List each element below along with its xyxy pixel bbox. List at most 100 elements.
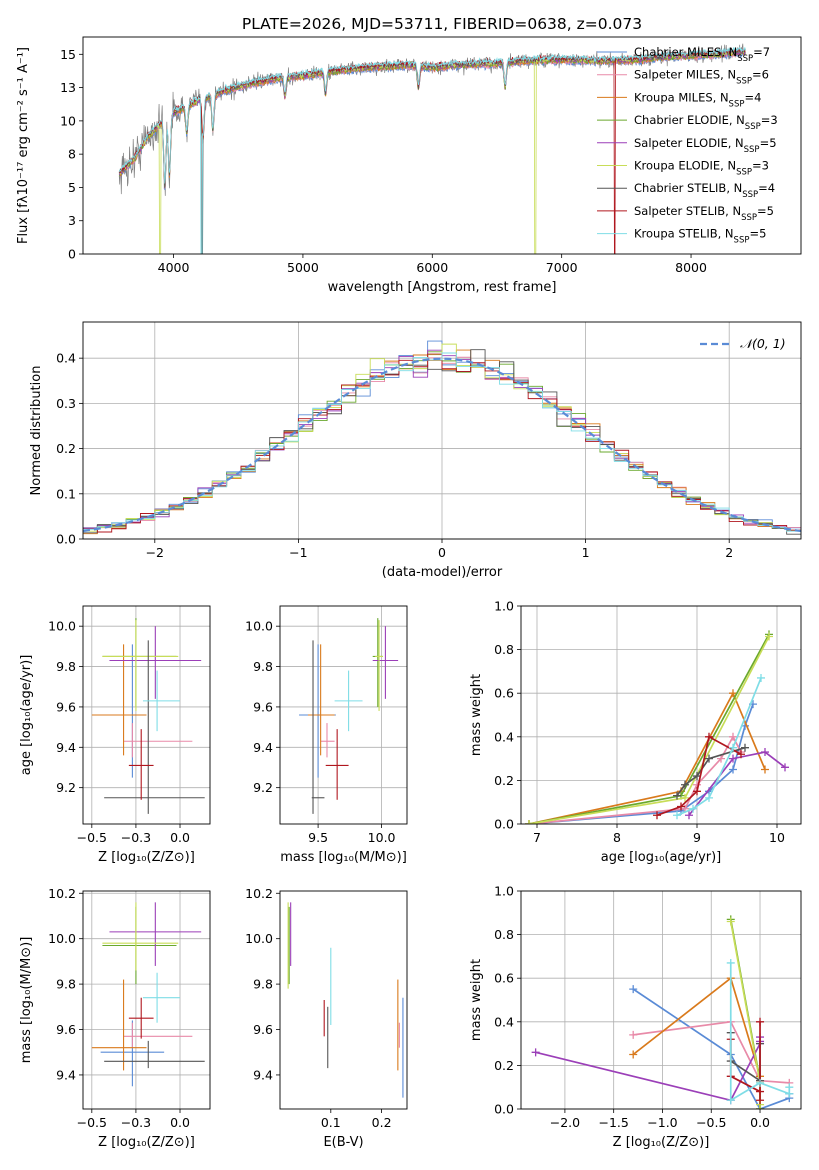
y-tick-label: 0.2: [56, 441, 76, 456]
series-line: [528, 636, 770, 824]
errorbar-kroupa-miles: [91, 644, 147, 756]
errorbar-chabrier-miles: [299, 644, 336, 778]
y-tick-label: 9.4: [253, 740, 273, 755]
y-tick-label: 1.0: [494, 599, 514, 614]
x-tick-label: 1: [582, 545, 590, 560]
axes: −2.0 −1.5 −1.0 −0.5 0.0 0.0 0.2 0.4 0.6 0.8 1.0 Z […: [469, 884, 802, 1150]
y-tick-label: 9.6: [253, 1022, 273, 1037]
y-tick-label: 10.0: [245, 619, 273, 634]
errorbar-salpeter-miles: [123, 723, 193, 758]
data-point: [693, 787, 701, 796]
y-axis-label: mass weight: [469, 674, 484, 756]
errorbar-chabrier-elodie: [102, 618, 177, 707]
y-tick-label: 0.4: [494, 729, 514, 744]
axes-frame: [82, 36, 802, 255]
y-tick-label: 3: [68, 213, 76, 228]
x-tick-label: 2: [725, 545, 733, 560]
series-line: [676, 677, 762, 817]
data-point: [677, 802, 685, 811]
errorbar-chabrier-stelib: [311, 640, 325, 814]
data-point: [673, 811, 681, 820]
x-tick-label: 0: [438, 545, 446, 560]
y-tick-label: 10.0: [48, 931, 76, 946]
data-point: [685, 811, 693, 820]
y-tick-label: 0.0: [494, 1102, 514, 1117]
data-point: [689, 804, 697, 813]
errorbar-kroupa-elodie: [102, 620, 179, 711]
data-point: [705, 732, 713, 741]
data-point: [757, 673, 765, 682]
y-axis-label: mass [log₁₀(M/M⊙)]: [19, 937, 34, 1064]
x-axis-label: wavelength [Angstrom, rest frame]: [328, 280, 557, 295]
legend-entry: Salpeter ELODIE, NSSP=5: [634, 136, 777, 155]
data-point: [673, 791, 681, 800]
y-tick-label: 0.4: [494, 1014, 514, 1029]
x-axis-label: Z [log₁₀(Z/Z⊙)]: [613, 1135, 710, 1150]
axes-frame: [82, 890, 211, 1110]
data-point: [681, 793, 689, 802]
y-tick-label: 8: [68, 147, 76, 162]
y-tick-label: 0.6: [494, 971, 514, 986]
chart-layer: 4000 5000 6000 7000 80000358101315wavelength…: [16, 36, 802, 1150]
data-point: [756, 1017, 765, 1026]
axes-frame: [82, 321, 802, 540]
y-tick-label: 9.8: [253, 659, 273, 674]
y-tick-label: 15: [60, 47, 76, 62]
series-line: [535, 1037, 761, 1102]
y-tick-label: 0.3: [56, 396, 76, 411]
histogram-kroupa-stelib: [83, 352, 801, 539]
data-point: [629, 1030, 638, 1039]
x-tick-label: 9.5: [308, 830, 328, 845]
y-tick-label: 0.0: [494, 817, 514, 832]
plot-area: [299, 618, 399, 814]
series-line: [633, 1020, 790, 1084]
y-tick-label: 9.4: [253, 1067, 273, 1082]
y-axis-label: Normed distribution: [29, 366, 44, 496]
y-tick-label: 0: [68, 247, 76, 262]
axes: −0.5 −0.3 0.0 9.4 9.6 9.8 10.0 10.2 Z [log₁₀(Z/Z…: [19, 886, 211, 1150]
x-tick-label: 8: [613, 830, 621, 845]
y-tick-label: 10.0: [48, 619, 76, 634]
data-point: [717, 754, 725, 763]
errorbar-chabrier-elodie: [102, 906, 177, 985]
series-line: [528, 633, 770, 824]
axes: −2 −1 0 1 2 0.0 0.1 0.2 0.3 0.4 (data-model)/error…: [29, 321, 802, 580]
errorbar-chabrier-stelib: [104, 640, 205, 814]
x-tick-label: −2.0: [550, 1115, 580, 1130]
axes-frame: [520, 605, 802, 825]
x-tick-label: −0.5: [77, 830, 107, 845]
axes: −0.5 −0.3 0.0 9.2 9.4 9.6 9.8 10.0 Z [log₁₀(Z/Z⊙…: [19, 605, 211, 865]
axes: 7 8 9 10 0.0 0.2 0.4 0.6 0.8 1.0 age [log₁₀(age/yr…: [469, 599, 802, 865]
x-tick-label: −0.3: [121, 830, 151, 845]
x-tick-label: −0.5: [77, 1115, 107, 1130]
data-point: [781, 763, 789, 772]
data-point: [726, 917, 735, 926]
errorbar-salpeter-stelib: [128, 997, 154, 1039]
y-tick-label: 0.8: [494, 642, 514, 657]
y-axis-label: age [log₁₀(age/yr)]: [19, 655, 34, 776]
data-point: [629, 1050, 638, 1059]
data-point: [765, 632, 773, 641]
errorbar-salpeter-elodie: [372, 626, 399, 699]
panel-age_vs_Z: −0.5 −0.3 0.0 9.2 9.4 9.6 9.8 10.0 Z [log₁₀(Z/Z⊙…: [19, 605, 211, 865]
data-point: [729, 689, 737, 698]
x-tick-label: 7: [533, 830, 541, 845]
data-point: [629, 985, 638, 994]
x-tick-label: 4000: [158, 260, 190, 275]
errorbar-salpeter-miles: [123, 1022, 193, 1048]
x-tick-label: −0.5: [696, 1115, 726, 1130]
errorbar-kroupa-stelib: [334, 670, 363, 732]
x-axis-label: Z [log₁₀(Z/Z⊙)]: [98, 850, 195, 865]
x-axis-label: Z [log₁₀(Z/Z⊙)]: [98, 1135, 195, 1150]
y-tick-label: 10.2: [48, 886, 76, 901]
y-tick-label: 10.0: [245, 931, 273, 946]
data-point: [525, 820, 533, 824]
x-tick-label: 10: [769, 830, 785, 845]
y-tick-label: 9.6: [253, 699, 273, 714]
axes: 9.5 10.0 9.2 9.4 9.6 9.8 10.0 mass [log₁₀(M/M⊙)…: [245, 605, 408, 865]
x-axis-label: (data-model)/error: [382, 565, 503, 580]
axes-frame: [279, 605, 408, 825]
data-point: [729, 732, 737, 741]
data-point: [729, 754, 737, 763]
y-tick-label: 9.8: [56, 977, 76, 992]
